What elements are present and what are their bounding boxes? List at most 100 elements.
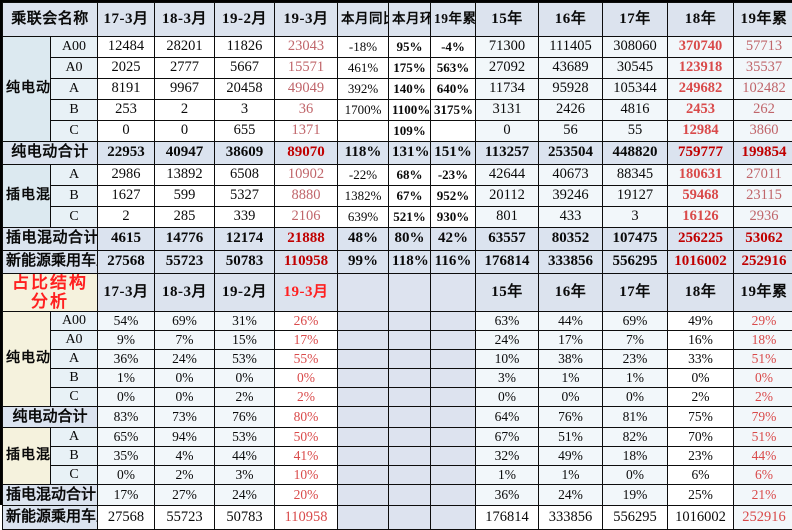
data-cell: 40673 <box>539 165 603 186</box>
grand-total-cell: 55723 <box>155 506 215 530</box>
data-cell: 3860 <box>734 121 792 142</box>
column-header-8[interactable]: 15年 <box>476 3 539 37</box>
column-header-s2-2[interactable]: 19-2月 <box>215 274 275 312</box>
data-cell: 111405 <box>539 37 603 58</box>
column-header-name[interactable]: 乘联会名称 <box>3 3 98 37</box>
data-cell <box>338 466 389 485</box>
data-cell: 285 <box>155 207 215 228</box>
data-cell: 67% <box>476 428 539 447</box>
column-header-4[interactable]: 19-3月 <box>275 3 338 37</box>
column-header-s2-11[interactable]: 19年累 <box>734 274 792 312</box>
total-cell: 42% <box>431 228 476 251</box>
table-row: 插电混动A298613892650810902-22%68%-23%426444… <box>3 165 792 186</box>
data-cell: 63% <box>476 312 539 331</box>
data-cell <box>338 121 389 142</box>
column-header-7[interactable]: 19年累计同比 <box>431 3 476 37</box>
data-cell: -18% <box>338 37 389 58</box>
data-cell: 23% <box>668 447 734 466</box>
data-cell: 68% <box>389 165 431 186</box>
grand-total-cell <box>431 506 476 530</box>
row-sublabel: C <box>51 207 98 228</box>
data-cell: 0 <box>155 121 215 142</box>
data-cell: 5327 <box>215 186 275 207</box>
column-header-s2-0[interactable]: 17-3月 <box>98 274 155 312</box>
grand-total-cell: 50783 <box>215 251 275 274</box>
column-header-s2-1[interactable]: 18-3月 <box>155 274 215 312</box>
grand-total-cell: 118% <box>389 251 431 274</box>
total-cell <box>338 407 389 428</box>
data-cell <box>431 369 476 388</box>
total-cell: 76% <box>215 407 275 428</box>
total-cell: 53062 <box>734 228 792 251</box>
data-cell: 6508 <box>215 165 275 186</box>
total-cell: 21888 <box>275 228 338 251</box>
total-cell: 448820 <box>603 142 668 165</box>
column-header-11[interactable]: 18年 <box>668 3 734 37</box>
total-cell <box>389 485 431 506</box>
column-header-6[interactable]: 本月环比 <box>389 3 431 37</box>
grand-total-cell: 556295 <box>603 251 668 274</box>
total-cell: 17% <box>98 485 155 506</box>
column-header-12[interactable]: 19年累 <box>734 3 792 37</box>
data-cell: 17% <box>275 331 338 350</box>
data-cell: 36 <box>275 100 338 121</box>
data-cell: 308060 <box>603 37 668 58</box>
data-cell: 55 <box>603 121 668 142</box>
section-title-ratio: 占比结构分析 <box>3 274 98 312</box>
data-cell: 70% <box>668 428 734 447</box>
data-cell: 0% <box>275 369 338 388</box>
data-cell: 95% <box>389 37 431 58</box>
column-header-s2-3[interactable]: 19-3月 <box>275 274 338 312</box>
row-sublabel: A <box>51 350 98 369</box>
data-cell <box>338 312 389 331</box>
row-sublabel: B <box>51 369 98 388</box>
column-header-3[interactable]: 19-2月 <box>215 3 275 37</box>
grand-total-cell: 1016002 <box>668 506 734 530</box>
data-cell: 17% <box>539 331 603 350</box>
row-sublabel: A0 <box>51 331 98 350</box>
column-header-s2-7[interactable]: 15年 <box>476 274 539 312</box>
data-cell: 3175% <box>431 100 476 121</box>
data-cell: 56 <box>539 121 603 142</box>
data-cell: 94% <box>155 428 215 447</box>
total-cell: 24% <box>539 485 603 506</box>
data-cell: 39246 <box>539 186 603 207</box>
data-cell: 640% <box>431 79 476 100</box>
data-cell: 29% <box>734 312 792 331</box>
data-cell <box>338 428 389 447</box>
column-header-5[interactable]: 本月同比 <box>338 3 389 37</box>
row-sublabel: A <box>51 165 98 186</box>
column-header-10[interactable]: 17年 <box>603 3 668 37</box>
data-cell: 51% <box>539 428 603 447</box>
column-header-s2-8[interactable]: 16年 <box>539 274 603 312</box>
grand-total-cell: 110958 <box>275 506 338 530</box>
data-cell: 32% <box>476 447 539 466</box>
data-cell: 2 <box>98 207 155 228</box>
data-cell: 3 <box>215 100 275 121</box>
column-header-9[interactable]: 16年 <box>539 3 603 37</box>
data-cell: 35537 <box>734 58 792 79</box>
column-header-s2-10[interactable]: 18年 <box>668 274 734 312</box>
grand-total-cell: 252916 <box>734 506 792 530</box>
total-cell: 73% <box>155 407 215 428</box>
data-cell <box>431 466 476 485</box>
column-header-s2-5[interactable] <box>389 274 431 312</box>
data-cell: 249682 <box>668 79 734 100</box>
data-cell <box>389 447 431 466</box>
column-header-s2-6[interactable] <box>431 274 476 312</box>
total-cell: 38609 <box>215 142 275 165</box>
column-header-s2-9[interactable]: 17年 <box>603 274 668 312</box>
column-header-1[interactable]: 17-3月 <box>98 3 155 37</box>
data-cell: 1627 <box>98 186 155 207</box>
data-cell: 9% <box>98 331 155 350</box>
data-cell: 3% <box>215 466 275 485</box>
data-cell: 31% <box>215 312 275 331</box>
column-header-2[interactable]: 18-3月 <box>155 3 215 37</box>
column-header-s2-4[interactable] <box>338 274 389 312</box>
